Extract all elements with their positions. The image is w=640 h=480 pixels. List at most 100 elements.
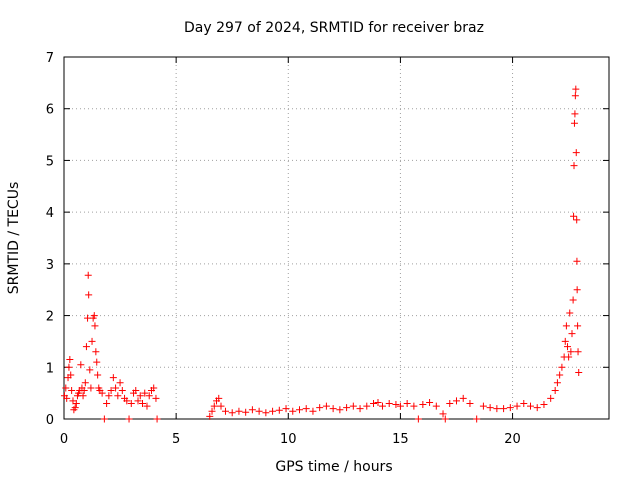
- y-tick-label: 6: [46, 103, 54, 118]
- data-point: [114, 392, 122, 400]
- x-tick-label: 0: [60, 432, 68, 447]
- data-point: [378, 402, 386, 410]
- x-tick-label: 10: [280, 432, 297, 447]
- data-point: [551, 387, 559, 395]
- data-point: [93, 358, 101, 366]
- data-point: [573, 257, 581, 265]
- data-point: [262, 409, 270, 417]
- data-point: [403, 399, 411, 407]
- y-tick-label: 1: [46, 361, 54, 376]
- data-point: [289, 407, 297, 415]
- data-point: [62, 384, 70, 392]
- data-point: [500, 405, 508, 413]
- data-point: [150, 384, 158, 392]
- data-point: [363, 402, 371, 410]
- y-tick-label: 3: [46, 258, 54, 273]
- data-point: [562, 322, 570, 330]
- data-point: [109, 374, 117, 382]
- data-point: [91, 322, 99, 330]
- data-point: [432, 402, 440, 410]
- data-point: [527, 402, 535, 410]
- data-point: [419, 401, 427, 409]
- chart-title: Day 297 of 2024, SRMTID for receiver bra…: [184, 20, 484, 36]
- x-tick-label: 15: [392, 432, 409, 447]
- data-point: [127, 399, 135, 407]
- data-point: [242, 408, 250, 416]
- data-point: [134, 397, 142, 405]
- data-point: [112, 384, 120, 392]
- data-point: [556, 371, 564, 379]
- data-point: [123, 397, 131, 405]
- data-point: [316, 404, 324, 412]
- data-point: [426, 398, 434, 406]
- data-point: [63, 394, 71, 402]
- data-point: [570, 119, 578, 127]
- data-point: [118, 387, 126, 395]
- data-point: [295, 406, 303, 414]
- data-point: [208, 407, 216, 415]
- data-point: [82, 343, 90, 351]
- data-point: [356, 405, 364, 413]
- data-point: [71, 404, 79, 412]
- data-point: [206, 412, 214, 420]
- data-points: [60, 85, 583, 423]
- data-point: [574, 348, 582, 356]
- data-point: [105, 392, 113, 400]
- data-point: [282, 405, 290, 413]
- data-point: [72, 399, 80, 407]
- data-point: [145, 392, 153, 400]
- data-point: [570, 212, 578, 220]
- y-axis-label: SRMTID / TECUs: [6, 182, 22, 295]
- data-point: [569, 296, 577, 304]
- data-point: [374, 398, 382, 406]
- data-point: [564, 343, 572, 351]
- data-point: [571, 92, 579, 100]
- data-point: [248, 406, 256, 414]
- data-point: [370, 399, 378, 407]
- y-tick-label: 0: [46, 413, 54, 428]
- data-point: [152, 394, 160, 402]
- data-point: [217, 402, 225, 410]
- data-point: [568, 330, 576, 338]
- data-point: [573, 286, 581, 294]
- data-point: [132, 387, 140, 395]
- data-point: [125, 415, 133, 423]
- data-point: [439, 410, 447, 418]
- data-point: [446, 399, 454, 407]
- data-point: [309, 407, 317, 415]
- data-point: [210, 402, 218, 410]
- data-point: [571, 110, 579, 118]
- data-point: [80, 387, 88, 395]
- data-point: [573, 216, 581, 224]
- data-point: [84, 271, 92, 279]
- data-point: [81, 379, 89, 387]
- data-point: [349, 402, 357, 410]
- data-point: [116, 379, 124, 387]
- data-point: [235, 407, 243, 415]
- data-point: [513, 402, 521, 410]
- grid: [64, 57, 609, 419]
- data-point: [553, 379, 561, 387]
- data-point: [77, 361, 85, 369]
- y-tick-label: 2: [46, 310, 54, 325]
- x-axis-label: GPS time / hours: [275, 459, 392, 475]
- data-point: [85, 291, 93, 299]
- data-point: [336, 406, 344, 414]
- data-point: [493, 405, 501, 413]
- data-point: [479, 402, 487, 410]
- y-tick-label: 4: [46, 206, 54, 221]
- data-point: [90, 312, 98, 320]
- data-point: [67, 371, 75, 379]
- data-point: [466, 399, 474, 407]
- data-point: [215, 394, 223, 402]
- data-point: [86, 366, 94, 374]
- data-point: [506, 404, 514, 412]
- data-point: [459, 394, 467, 402]
- data-point: [558, 363, 566, 371]
- data-point: [396, 402, 404, 410]
- data-point: [88, 337, 96, 345]
- data-point: [566, 309, 574, 317]
- data-point: [94, 371, 102, 379]
- data-point: [141, 389, 149, 397]
